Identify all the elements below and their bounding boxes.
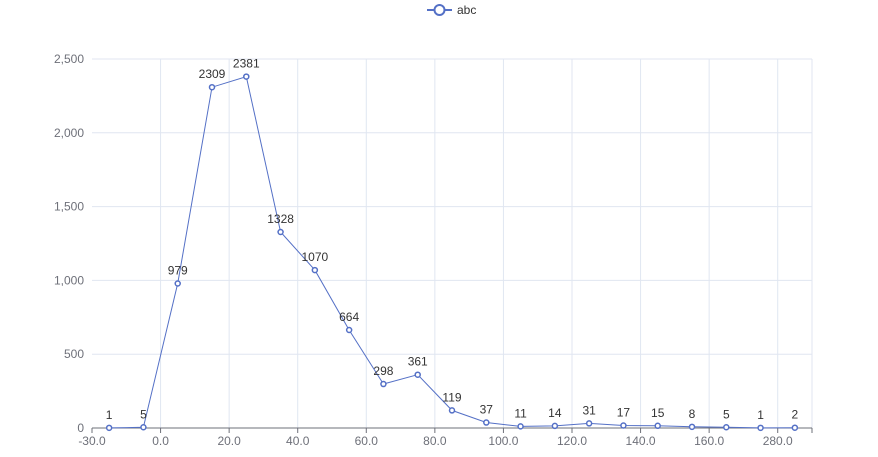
x-tick-label: 140.0 xyxy=(626,434,656,448)
y-tick-label: 0 xyxy=(77,421,84,435)
data-point[interactable] xyxy=(620,422,627,429)
series xyxy=(105,73,799,432)
data-point[interactable] xyxy=(140,424,147,431)
y-tick-label: 1,500 xyxy=(54,200,84,214)
data-point[interactable] xyxy=(448,407,456,414)
data-label: 5 xyxy=(140,407,147,421)
x-tick-label: 160.0 xyxy=(694,434,724,448)
data-point[interactable] xyxy=(757,424,764,432)
data-point[interactable] xyxy=(585,420,593,427)
x-tick-label: 100.0 xyxy=(488,434,518,448)
data-label: 5 xyxy=(723,407,730,421)
x-tick-label: 20.0 xyxy=(217,434,241,448)
data-point[interactable] xyxy=(791,424,799,431)
axes: 0 500 1,000 1,500 2,000 2,500 -30.0 0.0 20.0 40.0… xyxy=(54,52,813,448)
data-point[interactable] xyxy=(688,423,696,431)
series-line-abc xyxy=(109,75,795,429)
data-label: 979 xyxy=(168,263,188,277)
data-label: 1 xyxy=(757,408,764,422)
data-point[interactable] xyxy=(208,83,216,91)
data-point[interactable] xyxy=(174,280,181,287)
data-label: 14 xyxy=(548,406,562,420)
data-label: 298 xyxy=(373,364,393,378)
data-label: 1328 xyxy=(267,212,294,226)
data-point[interactable] xyxy=(345,326,353,334)
data-label: 11 xyxy=(514,406,527,420)
data-point[interactable] xyxy=(380,380,387,388)
y-tick-label: 2,000 xyxy=(54,126,84,140)
legend-marker-icon xyxy=(433,4,446,16)
grid xyxy=(92,58,813,428)
data-label: 31 xyxy=(582,403,596,417)
data-label: 2309 xyxy=(199,67,226,81)
data-label: 1 xyxy=(106,408,113,422)
x-tick-label: 280.0 xyxy=(763,434,793,448)
x-tick-label: 60.0 xyxy=(355,434,379,448)
data-label: 361 xyxy=(408,355,428,369)
data-point[interactable] xyxy=(243,73,250,80)
data-label: 2 xyxy=(792,408,799,422)
data-point[interactable] xyxy=(723,424,730,431)
x-tick-label: 40.0 xyxy=(286,434,310,448)
data-point[interactable] xyxy=(654,422,661,430)
data-label: 37 xyxy=(480,403,494,417)
data-label: 2381 xyxy=(233,57,260,71)
data-label: 664 xyxy=(339,310,359,324)
data-point[interactable] xyxy=(414,371,421,378)
data-point[interactable] xyxy=(311,266,319,274)
data-point[interactable] xyxy=(517,423,524,430)
data-label: 8 xyxy=(689,407,696,421)
y-tick-label: 2,500 xyxy=(54,52,84,66)
x-tick-label: -30.0 xyxy=(78,434,106,448)
x-tick-label: 120.0 xyxy=(557,434,587,448)
data-label: 1070 xyxy=(302,250,329,264)
data-label: 17 xyxy=(617,405,631,419)
y-tick-label: 500 xyxy=(64,347,84,361)
data-point[interactable] xyxy=(551,422,559,430)
x-tick-label: 0.0 xyxy=(152,434,169,448)
y-tick-label: 1,000 xyxy=(54,273,84,287)
legend-label: abc xyxy=(457,3,476,17)
data-point[interactable] xyxy=(277,228,284,236)
data-point[interactable] xyxy=(483,419,490,426)
legend[interactable]: abc xyxy=(427,3,476,17)
x-tick-label: 80.0 xyxy=(423,434,447,448)
data-label: 15 xyxy=(651,406,665,420)
data-point[interactable] xyxy=(105,424,113,432)
data-label: 119 xyxy=(442,390,461,404)
